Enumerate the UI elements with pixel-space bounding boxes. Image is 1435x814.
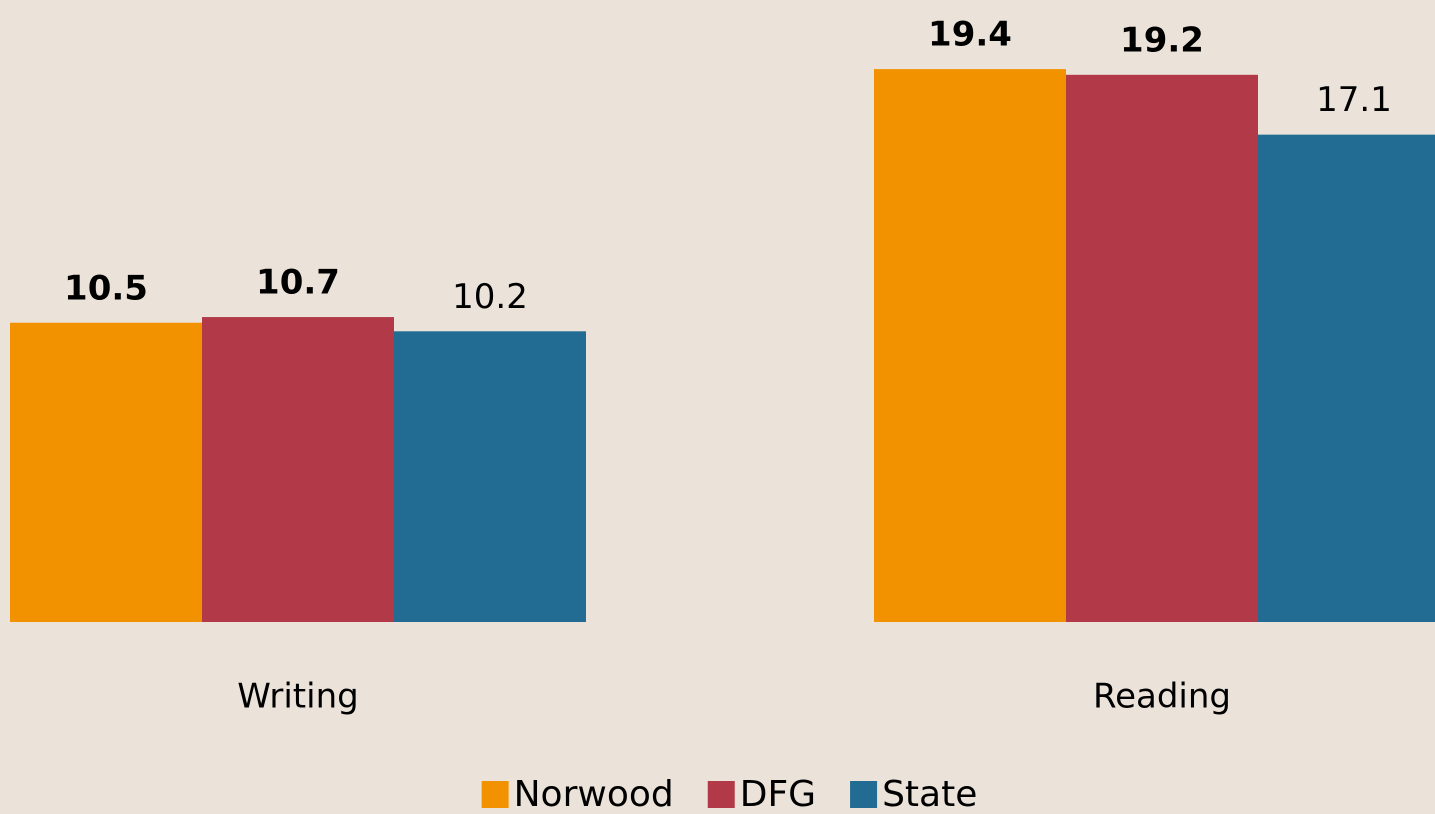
legend-swatch bbox=[850, 781, 878, 808]
data-label: 19.2 bbox=[1120, 20, 1204, 60]
bar bbox=[10, 322, 202, 622]
x-tick-label: Reading bbox=[1093, 677, 1231, 717]
bar bbox=[874, 69, 1066, 623]
bar bbox=[1066, 74, 1258, 623]
bar bbox=[1258, 134, 1435, 622]
bar bbox=[202, 317, 394, 622]
x-tick-label: Writing bbox=[237, 677, 358, 717]
data-label: 10.7 bbox=[256, 263, 340, 303]
data-label: 17.1 bbox=[1316, 80, 1392, 120]
legend-label: Norwood bbox=[514, 774, 674, 814]
legend-label: DFG bbox=[740, 774, 816, 814]
legend-swatch bbox=[481, 781, 509, 808]
data-label: 19.4 bbox=[928, 15, 1012, 55]
bar bbox=[394, 331, 586, 622]
data-label: 10.5 bbox=[64, 268, 148, 308]
data-label: 10.2 bbox=[452, 277, 528, 317]
legend-swatch bbox=[707, 781, 735, 808]
legend-label: State bbox=[882, 774, 977, 814]
